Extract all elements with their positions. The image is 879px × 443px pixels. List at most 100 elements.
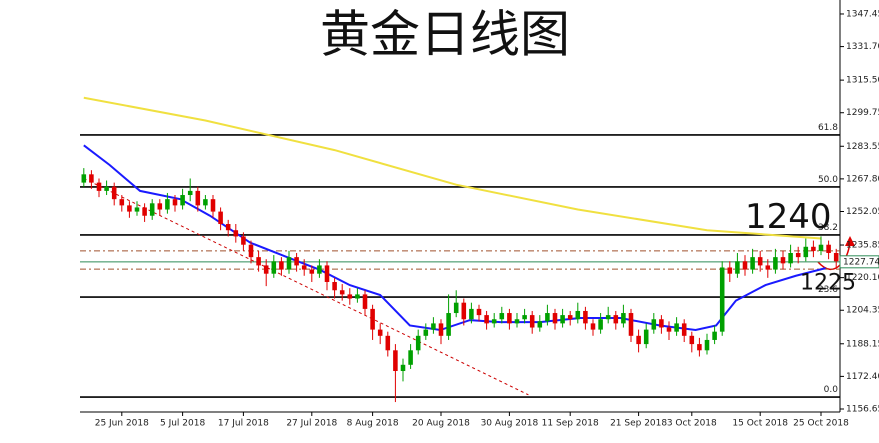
candle-body: [719, 267, 725, 332]
candle-body: [788, 252, 793, 264]
y-tick-label: 1283.55: [846, 142, 879, 152]
y-tick-label: 1204.35: [846, 306, 879, 316]
candle-body: [119, 199, 125, 206]
candle-body: [750, 257, 755, 270]
candle-body: [575, 310, 581, 320]
candle-body: [423, 329, 429, 336]
x-tick-label: 8 Aug 2018: [347, 419, 399, 429]
candle-body: [712, 331, 717, 340]
candle-body: [225, 224, 231, 231]
annotation: 1225: [800, 270, 856, 295]
candle-body: [301, 265, 307, 270]
candle-body: [81, 174, 87, 183]
candle-body: [628, 313, 634, 336]
candle-body: [651, 319, 657, 330]
candle-body: [803, 246, 809, 258]
candle-body: [590, 323, 596, 330]
x-tick-label: 30 Aug 2018: [481, 419, 539, 429]
candle-body: [172, 199, 178, 206]
fib-label: 61.8: [818, 123, 838, 133]
fib-label: 0.0: [824, 385, 839, 395]
candle-body: [727, 267, 733, 274]
candle-body: [537, 321, 543, 328]
candle-body: [499, 313, 505, 320]
candle-body: [461, 302, 467, 320]
candle-body: [689, 335, 695, 345]
candle-body: [529, 315, 535, 328]
candle-body: [818, 244, 824, 251]
candle-body: [613, 315, 619, 324]
x-tick-label: 25 Oct 2018: [793, 419, 849, 429]
y-tick-label: 1188.15: [846, 339, 879, 349]
candle-body: [127, 205, 132, 212]
x-tick-label: 17 Jul 2018: [218, 419, 269, 429]
y-tick-label: 1172.40: [846, 372, 879, 382]
candle-body: [795, 252, 801, 258]
price-label: 1227.74: [843, 257, 879, 267]
candle-body: [522, 315, 527, 320]
candle-body: [438, 323, 444, 336]
candle-body: [286, 257, 292, 270]
candle-body: [742, 261, 748, 270]
candle-body: [294, 257, 299, 266]
candle-body: [370, 308, 375, 330]
candle-body: [735, 261, 740, 274]
moving-average: [83, 144, 826, 332]
x-tick-label: 27 Jul 2018: [286, 419, 337, 429]
y-tick-label: 1347.45: [846, 9, 879, 19]
x-tick-label: 20 Aug 2018: [412, 419, 470, 429]
x-tick-label: 25 Jun 2018: [95, 419, 149, 429]
x-tick-label: 15 Oct 2018: [732, 419, 788, 429]
candle-body: [826, 244, 831, 253]
candle-body: [347, 294, 353, 299]
y-tick-label: 1220.10: [846, 273, 879, 283]
candle-body: [89, 174, 94, 183]
fib-label: 23.6: [818, 285, 838, 295]
candle-body: [446, 313, 451, 336]
chart-title: 黄金日线图: [320, 6, 570, 64]
candle-body: [393, 350, 398, 372]
candle-body: [165, 199, 170, 210]
arrow-head: [845, 236, 855, 246]
candle-body: [317, 265, 322, 274]
candle-body: [431, 323, 436, 330]
candle-body: [218, 211, 223, 225]
candle-body: [484, 315, 489, 324]
candle-body: [507, 313, 512, 324]
price-box: [839, 255, 879, 269]
candle-body: [210, 199, 216, 212]
candle-body: [560, 315, 565, 324]
candle-body: [666, 327, 672, 332]
candle-body: [263, 265, 269, 274]
trendline: [83, 178, 529, 396]
candle-body: [757, 257, 763, 266]
candle-body: [400, 364, 406, 372]
candle-body: [704, 339, 710, 351]
candle-body: [674, 323, 679, 332]
candle-body: [469, 308, 474, 320]
candle-body: [567, 315, 573, 320]
candle-body: [180, 195, 185, 206]
y-tick-label: 1156.65: [846, 404, 879, 414]
candle-body: [636, 335, 641, 345]
candle-body: [332, 281, 337, 291]
candle-body: [233, 230, 239, 237]
candle-body: [149, 203, 155, 216]
candle-body: [659, 319, 664, 328]
moving-average: [83, 96, 822, 240]
candle-body: [697, 344, 702, 351]
candle-body: [385, 335, 391, 351]
x-tick-label: 5 Jul 2018: [160, 419, 205, 429]
candle-body: [195, 190, 201, 206]
candle-body: [765, 265, 771, 270]
candle-body: [408, 350, 413, 365]
candle-body: [552, 313, 558, 324]
x-tick-label: 21 Sep 2018: [610, 419, 667, 429]
candle-body: [339, 290, 345, 295]
candle-body: [643, 329, 649, 345]
candle-body: [681, 323, 687, 336]
candle-body: [811, 246, 816, 251]
candle-body: [362, 294, 368, 309]
candle-body: [104, 186, 109, 191]
